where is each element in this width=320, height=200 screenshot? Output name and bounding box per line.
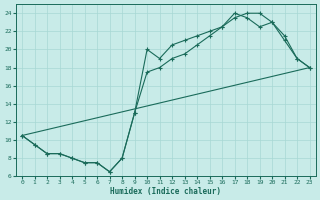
X-axis label: Humidex (Indice chaleur): Humidex (Indice chaleur) [110,187,221,196]
